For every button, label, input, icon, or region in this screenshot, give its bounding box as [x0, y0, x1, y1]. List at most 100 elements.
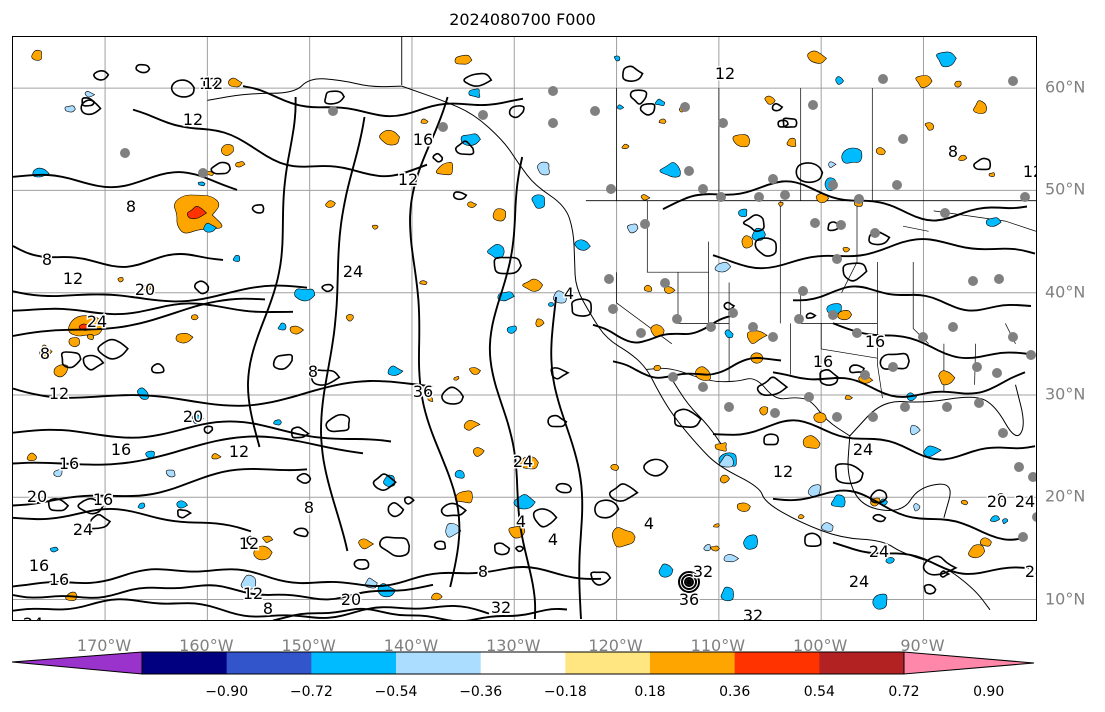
anomaly-patch [176, 500, 188, 509]
station-markers [120, 74, 1036, 542]
anomaly-patch [909, 424, 921, 436]
contour-value-label: 20 [341, 590, 361, 609]
contour-loop [403, 496, 415, 505]
contour-value-label: 20 [183, 407, 203, 426]
contour-loop [493, 256, 522, 275]
colorbar-segment [226, 652, 312, 674]
contour-line [792, 285, 1032, 312]
contour-loop [805, 312, 817, 319]
station-marker [832, 254, 842, 264]
storm-contour [678, 571, 700, 593]
anomaly-patch [985, 217, 1002, 227]
anomaly-patch [513, 494, 536, 510]
longitude-label: 150°W [281, 636, 336, 655]
contour-loop [353, 559, 370, 570]
anomaly-patch [463, 420, 481, 431]
contour-loop [387, 502, 405, 518]
anomaly-patch [738, 208, 748, 218]
longitude-label: 100°W [792, 636, 848, 655]
contour-loop [310, 369, 341, 386]
anomaly-patch [473, 447, 485, 457]
anomaly-patch [468, 88, 481, 98]
contour-value-label: 24 [343, 262, 363, 281]
contour-loop [88, 513, 112, 530]
anomaly-patch [86, 333, 95, 341]
station-marker [942, 402, 952, 412]
map-panel: 1212121612128128812202481220161620162424… [12, 36, 1037, 621]
anomaly-patch [640, 194, 651, 201]
anomaly-patch [643, 284, 653, 292]
colorbar-tick-label: 0.72 [888, 684, 920, 700]
anomaly-patch [613, 55, 621, 62]
anomaly-patch [454, 490, 473, 504]
station-marker [770, 408, 780, 418]
colorbar-segment [311, 652, 397, 674]
longitude-label: 140°W [383, 636, 439, 655]
anomaly-patch [445, 523, 462, 538]
contour-loop [440, 502, 468, 517]
anomaly-patch [653, 365, 662, 372]
anomaly-patch [807, 50, 827, 64]
station-marker [718, 118, 728, 128]
anomaly-patch [117, 277, 124, 283]
contour-loop [643, 458, 669, 477]
anomaly-patch [617, 104, 625, 110]
anomaly-patch [294, 288, 316, 302]
contour-value-label: 12 [715, 64, 735, 83]
contour-loop [441, 386, 465, 405]
anomaly-patch [531, 194, 545, 209]
contour-line [13, 420, 392, 443]
station-marker [994, 274, 1004, 284]
anomaly-patch [84, 91, 96, 98]
contour-loop [176, 508, 193, 519]
contour-value-label: 24 [23, 614, 43, 620]
longitude-label: 90°W [900, 636, 945, 655]
gulf-of-mexico-coast [847, 435, 951, 518]
anomaly-patch [325, 200, 336, 208]
contour-loop [290, 426, 310, 439]
anomaly-patch [714, 261, 732, 273]
contour-value-label: 16 [49, 570, 69, 589]
contour-loop [550, 367, 570, 380]
contour-value-label: 24 [73, 520, 93, 539]
anomaly-patch [736, 502, 751, 512]
colorbar-extend-low [12, 651, 143, 675]
contour-line [13, 284, 308, 303]
anomaly-patch [64, 105, 76, 113]
station-marker [892, 180, 902, 190]
contour-loop [532, 508, 558, 528]
contour-loop [872, 513, 887, 523]
contour-loop [325, 413, 351, 433]
station-marker [728, 308, 738, 318]
station-marker [898, 134, 908, 144]
contour-value-label: 8 [42, 250, 52, 269]
contour-line [13, 508, 252, 533]
contour-line [272, 607, 568, 620]
anomaly-patch [289, 325, 304, 335]
station-marker [1008, 76, 1018, 86]
contour-loop [754, 237, 778, 257]
anomaly-patch [387, 365, 404, 376]
anomaly-patch [228, 77, 243, 88]
contour-value-label: 16 [93, 490, 113, 509]
station-marker [1014, 462, 1024, 472]
station-marker [854, 194, 864, 204]
contour-loop [629, 89, 648, 105]
contour-loop [639, 102, 656, 116]
anomaly-patch [663, 286, 676, 294]
station-marker [548, 86, 558, 96]
contour-loop [81, 96, 96, 107]
anomaly-patch [723, 554, 740, 563]
state-border [646, 200, 709, 273]
anomaly-patch [885, 557, 895, 564]
station-marker [548, 118, 558, 128]
anomaly-patch [621, 143, 630, 149]
state-border [677, 272, 730, 324]
contour-value-label: 12 [243, 584, 263, 603]
anomaly-patch [626, 223, 639, 234]
anomaly-patch [650, 324, 665, 338]
contour-loop [922, 555, 958, 576]
alaska-coast [207, 78, 402, 101]
contour-line [488, 156, 537, 620]
anomaly-patch [519, 456, 539, 470]
